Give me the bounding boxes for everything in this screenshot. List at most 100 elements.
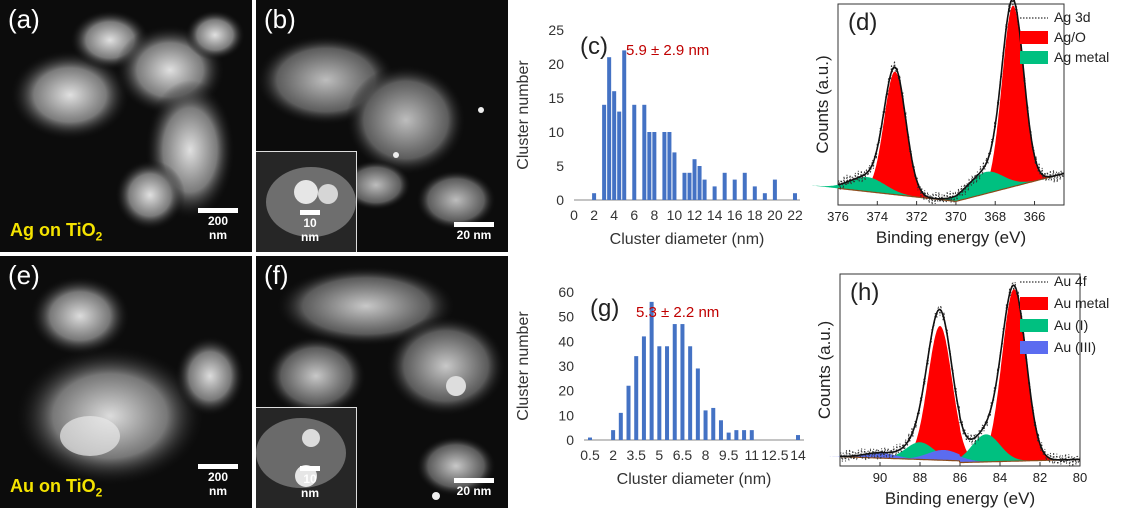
inset-scale-f: 10 nm <box>300 466 320 500</box>
mean-size-annotation: 5.3 ± 2.2 nm <box>636 304 719 321</box>
x-tick-label: 0.5 <box>580 447 600 463</box>
micrograph-a-image <box>10 10 245 230</box>
histogram-bar <box>667 132 672 200</box>
histogram-bar <box>742 172 747 200</box>
fit-component-au-metal <box>975 289 1053 463</box>
sample-label-e: Au on TiO2 <box>10 476 103 500</box>
fit-component-au-iii- <box>828 452 932 460</box>
legend-swatch <box>1020 319 1048 332</box>
sample-label-a: Ag on TiO2 <box>10 220 103 244</box>
micrograph-f: (f) 10 nm 20 nm <box>256 256 508 508</box>
histogram-bar <box>652 132 657 200</box>
x-tick-label: 84 <box>993 470 1007 485</box>
panel-label: (c) <box>580 33 608 60</box>
plot-frame <box>837 3 1065 206</box>
histogram-bar <box>602 104 607 200</box>
histogram-bar <box>711 407 716 440</box>
panel-label: (d) <box>848 9 877 36</box>
x-tick-label: 8 <box>650 207 658 223</box>
panel-label: (g) <box>590 295 619 322</box>
scale-bar-a: 200 nm <box>198 208 238 242</box>
panel-label: (h) <box>850 279 879 306</box>
fit-envelope-line <box>837 0 1065 200</box>
histogram-bar <box>588 437 592 440</box>
x-tick-label: 4 <box>610 207 618 223</box>
xps-spectrum-d: 376 374 372 370 368 366 (d) Binding energy (eV)… <box>812 0 1109 247</box>
y-tick-label: 10 <box>558 407 574 423</box>
y-tick-label: 15 <box>548 90 564 106</box>
histogram-bar <box>649 301 654 440</box>
histogram-bar <box>762 193 767 200</box>
legend-entry: Ag 3d <box>1054 9 1091 25</box>
micrograph-b: (b) 10 nm 20 nm <box>256 0 508 252</box>
histogram-bar <box>703 410 708 440</box>
x-axis-label: Binding energy (eV) <box>876 228 1026 247</box>
y-tick-label: 25 <box>548 22 564 38</box>
histogram-bar <box>672 152 677 200</box>
panel-label-e: (e) <box>8 260 40 290</box>
legend-swatch <box>1020 341 1048 354</box>
histogram-bar <box>680 324 685 440</box>
x-tick-label: 370 <box>945 209 967 224</box>
x-tick-label: 2 <box>609 447 617 463</box>
fit-component-ag-metal <box>928 171 1042 202</box>
histogram-bar <box>611 430 616 440</box>
x-tick-label: 16 <box>727 207 743 223</box>
legend-entry: Au metal <box>1054 295 1109 311</box>
inset-scale-b: 10 nm <box>300 210 320 244</box>
x-tick-label: 6.5 <box>673 447 693 463</box>
panel-label-a: (a) <box>8 4 40 34</box>
xps-spectrum-h: 90 88 86 84 82 80 (h) Binding energy (eV) Counts… <box>815 273 1109 508</box>
micrograph-f-image <box>266 266 506 500</box>
histogram-bar <box>687 172 692 200</box>
histogram-bar <box>695 368 700 440</box>
histogram-bar <box>641 336 646 440</box>
fit-component-ag-o <box>978 5 1048 196</box>
x-tick-label: 80 <box>1073 470 1087 485</box>
histogram-bar <box>626 385 631 440</box>
histogram-bar <box>592 193 597 200</box>
histogram-bar <box>718 420 723 440</box>
x-tick-label: 9.5 <box>719 447 739 463</box>
scale-bar-e: 200 nm <box>198 464 238 498</box>
x-tick-label: 6 <box>630 207 638 223</box>
x-tick-label: 366 <box>1024 209 1046 224</box>
legend-swatch <box>1020 51 1048 64</box>
x-tick-label: 5 <box>655 447 663 463</box>
histogram-bar <box>612 91 617 200</box>
x-tick-label: 82 <box>1033 470 1047 485</box>
histogram-bar <box>657 346 662 440</box>
histogram-bar <box>796 435 800 440</box>
x-tick-label: 22 <box>787 207 803 223</box>
x-tick-label: 3.5 <box>626 447 646 463</box>
histogram-bar <box>682 172 687 200</box>
scale-bar-b: 20 nm <box>454 222 494 242</box>
histogram-bar <box>732 179 737 200</box>
y-tick-label: 60 <box>558 284 574 300</box>
x-tick-label: 20 <box>767 207 783 223</box>
y-axis-label: Counts (a.u.) <box>815 321 834 419</box>
x-tick-label: 14 <box>707 207 723 223</box>
inset-b-image <box>266 167 356 237</box>
histogram-bar <box>662 132 667 200</box>
x-tick-label: 12.5 <box>761 447 788 463</box>
histogram-bar <box>749 430 754 440</box>
y-tick-label: 30 <box>558 358 574 374</box>
histogram-bar <box>752 186 757 200</box>
micrograph-e-image <box>15 276 245 486</box>
histogram-bar <box>672 324 677 440</box>
x-tick-label: 376 <box>827 209 849 224</box>
inset-b: 10 nm <box>256 151 357 252</box>
legend-entry: Au (I) <box>1054 317 1088 333</box>
legend-swatch <box>1020 31 1048 44</box>
background-line <box>837 172 1065 202</box>
x-tick-label: 11 <box>745 447 760 463</box>
micrograph-b-image <box>256 35 496 230</box>
x-tick-label: 12 <box>687 207 703 223</box>
fit-envelope-line <box>840 284 1080 461</box>
legend-swatch <box>1020 297 1048 310</box>
x-axis-label: Cluster diameter (nm) <box>617 471 772 488</box>
x-tick-label: 0 <box>570 207 578 223</box>
x-tick-label: 8 <box>702 447 710 463</box>
